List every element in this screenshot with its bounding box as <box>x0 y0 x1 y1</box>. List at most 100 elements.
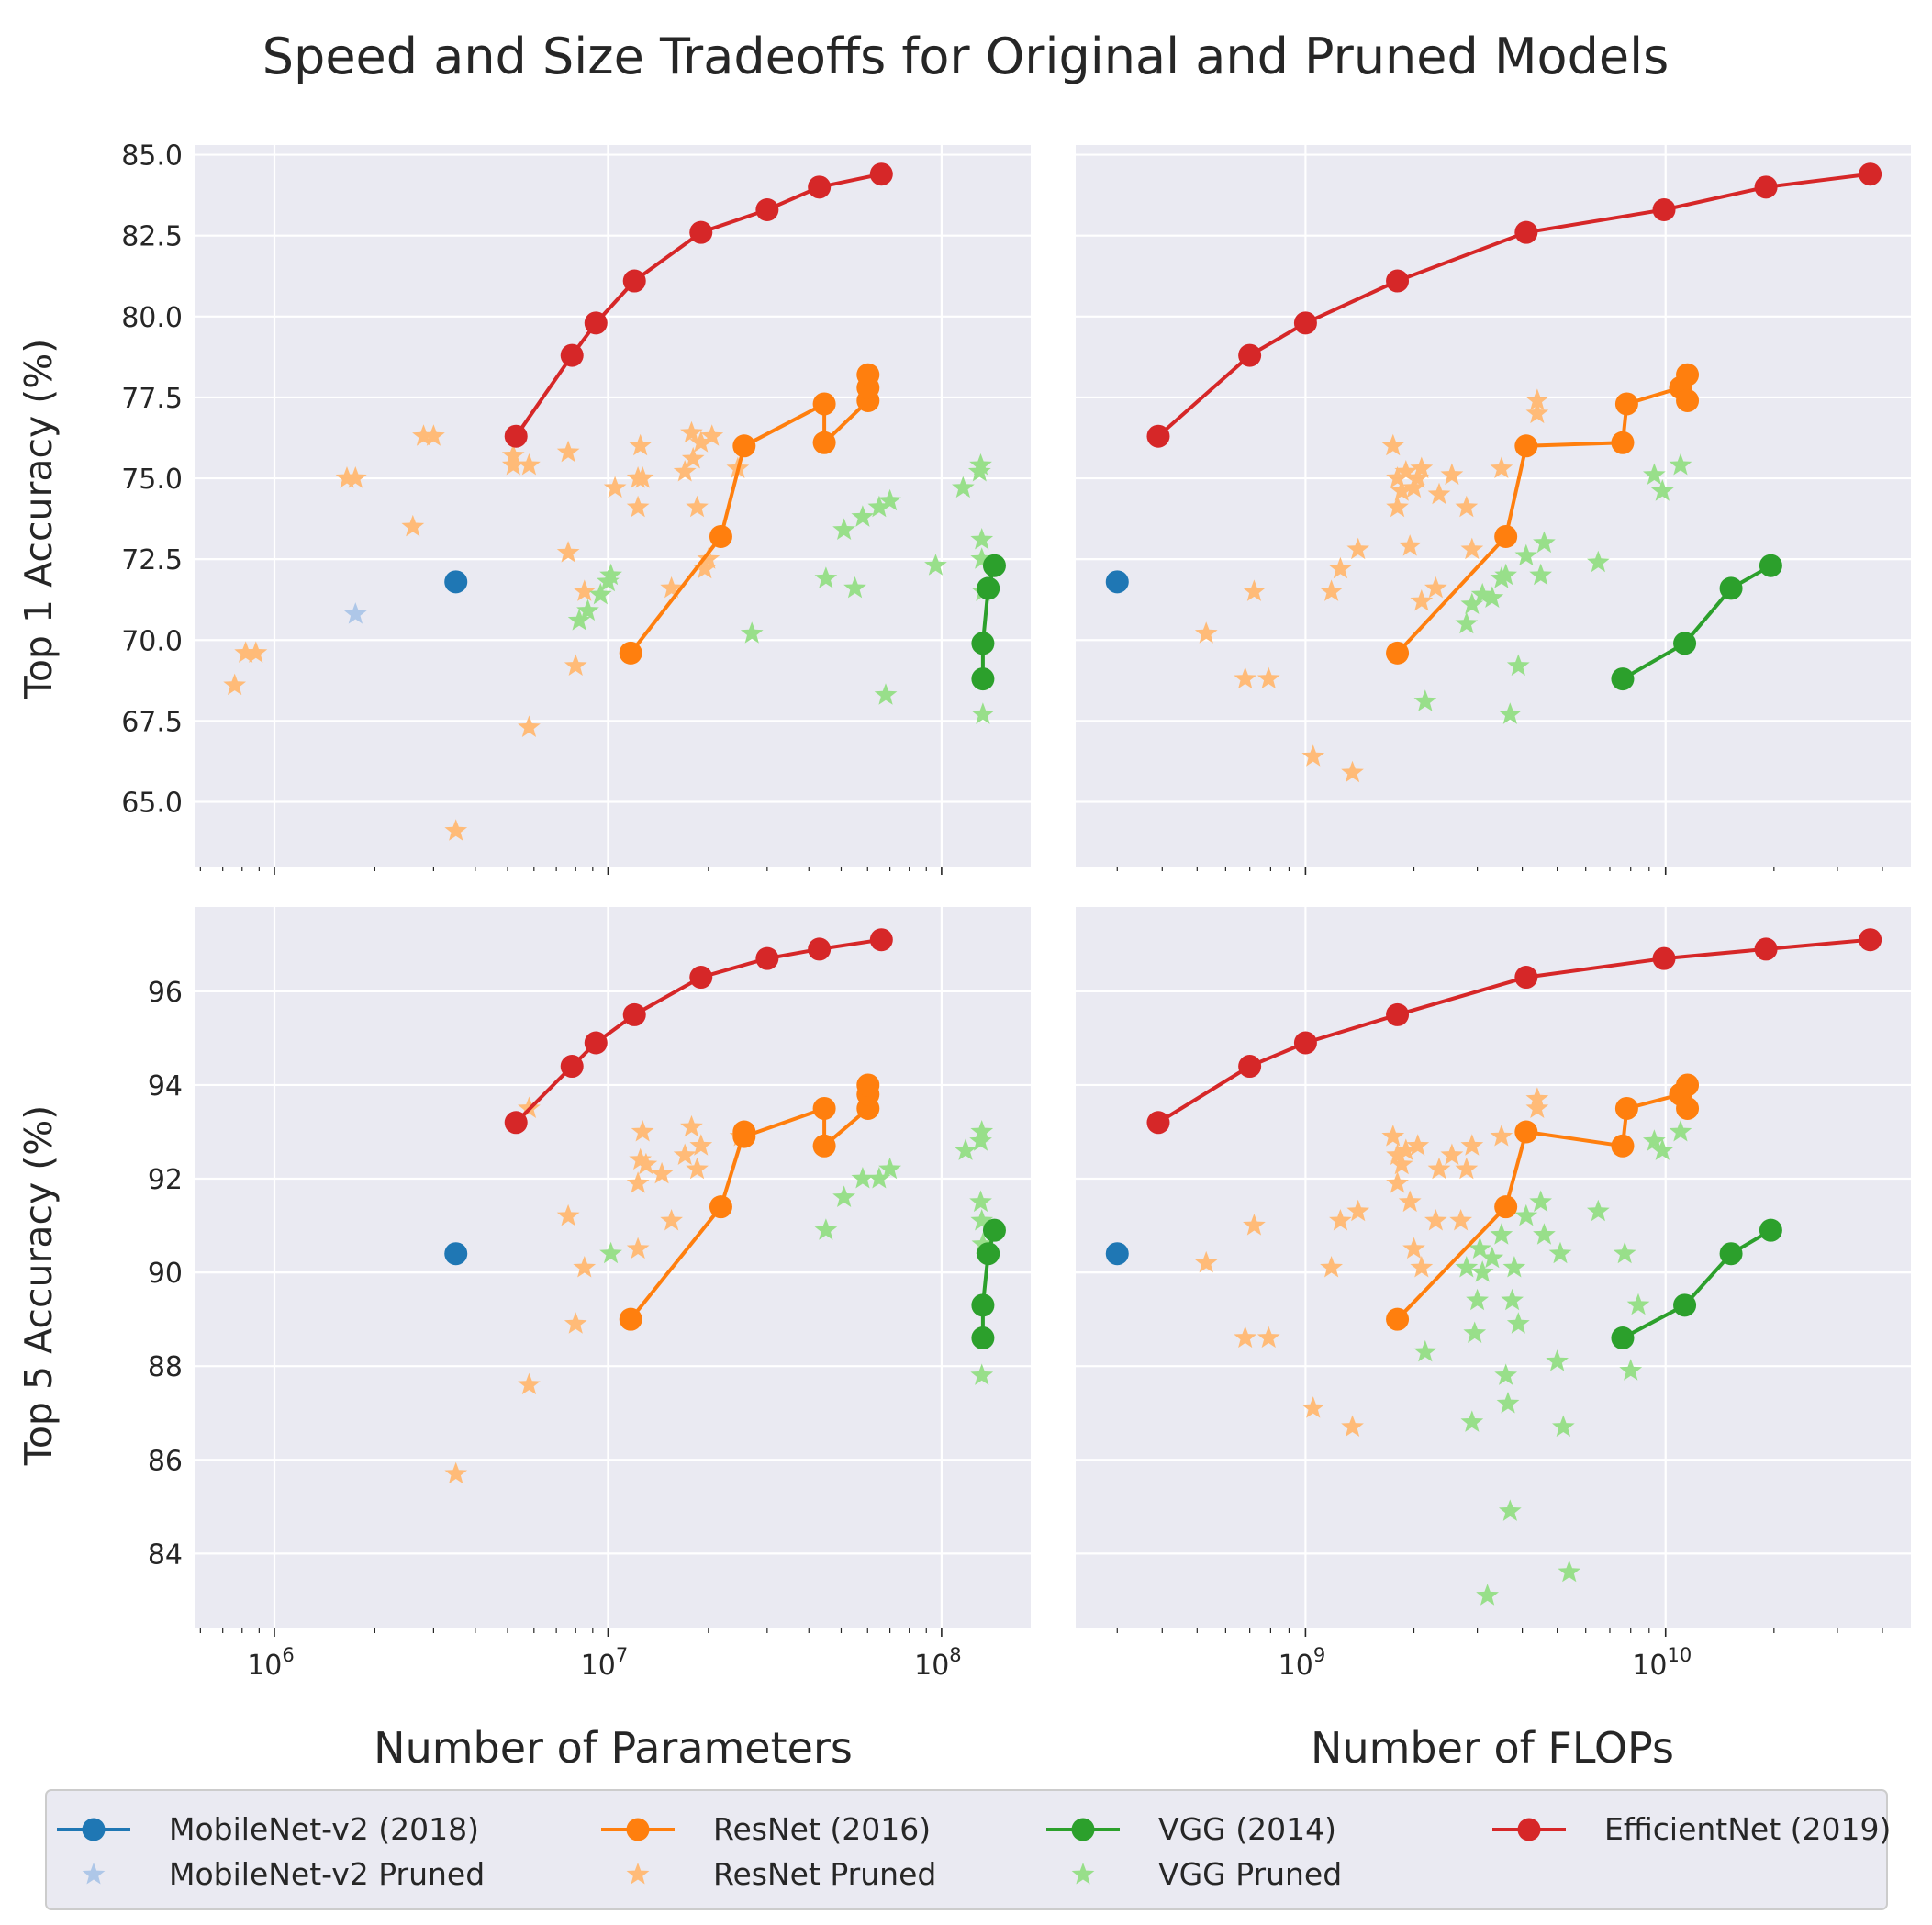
pruned-star-point <box>344 466 367 488</box>
series-marks <box>444 928 1006 1484</box>
pruned-star-point <box>1386 1143 1409 1165</box>
pruned-star-point <box>1398 1190 1422 1213</box>
series-point <box>808 937 832 961</box>
pruned-star-point <box>1626 1293 1650 1315</box>
x-axis-label-left: Number of Parameters <box>374 1723 853 1773</box>
series-point <box>1105 570 1129 594</box>
pruned-star-point <box>1613 1241 1636 1264</box>
y-tick-label: 96 <box>148 977 183 1009</box>
pruned-star-point <box>969 1129 992 1151</box>
pruned-star-point <box>244 641 268 663</box>
pruned-star-point <box>444 819 468 841</box>
series-point <box>1611 1326 1635 1350</box>
series-point <box>1386 1307 1410 1331</box>
series-point <box>560 1055 584 1079</box>
pruned-star-point <box>1501 1288 1524 1311</box>
series-point <box>1676 363 1700 386</box>
series-line <box>980 565 997 679</box>
pruned-star-point <box>1402 1237 1425 1259</box>
pruned-star-point <box>1529 563 1552 586</box>
y-tick-label: 75.0 <box>121 464 183 496</box>
pruned-star-point <box>1455 1157 1479 1180</box>
pruned-star-point <box>693 556 717 579</box>
pruned-star-point <box>971 702 995 724</box>
y-tick-label: 86 <box>148 1445 183 1477</box>
series-point <box>1611 1134 1635 1158</box>
series-point <box>1759 554 1782 577</box>
legend-item: ResNet Pruned <box>626 1856 936 1892</box>
pruned-star-point <box>1514 543 1538 566</box>
legend-item: MobileNet-v2 Pruned <box>82 1856 485 1892</box>
pruned-star-point <box>1386 495 1409 518</box>
legend-label: ResNet (2016) <box>713 1811 931 1847</box>
pruned-star-point <box>412 424 435 446</box>
pruned-star-point <box>556 440 580 463</box>
y-tick-label: 72.5 <box>121 544 183 576</box>
pruned-star-point <box>1440 1143 1464 1165</box>
pruned-star-point <box>1460 1410 1484 1432</box>
pruned-star-point <box>851 505 875 527</box>
series-point <box>1719 576 1743 600</box>
legend-star-swatch <box>82 1863 106 1885</box>
pruned-star-point <box>1427 482 1451 505</box>
pruned-star-point <box>1234 1326 1257 1349</box>
pruned-star-point <box>1381 1125 1405 1147</box>
series-point <box>584 1031 608 1055</box>
legend-item: ResNet (2016) <box>601 1811 931 1847</box>
pruned-star-point <box>1329 556 1352 579</box>
y-axis-label-bottom: Top 5 Accuracy (%) <box>17 1105 61 1467</box>
legend-star-swatch <box>1071 1863 1095 1885</box>
pruned-star-point <box>576 599 599 621</box>
pruned-star-point <box>1548 1241 1572 1264</box>
y-tick-label: 84 <box>148 1539 183 1571</box>
pruned-star-point <box>1546 1349 1569 1371</box>
x-tick-label: 108 <box>914 1644 962 1682</box>
pruned-star-point <box>1587 1199 1610 1222</box>
pruned-star-point <box>1341 760 1364 783</box>
pruned-star-point <box>954 1138 977 1160</box>
pruned-star-point <box>1394 460 1418 482</box>
pruned-star-point <box>1460 592 1484 614</box>
series-point <box>808 175 832 199</box>
series-point <box>1146 1111 1170 1135</box>
pruned-star-point <box>1480 1246 1504 1269</box>
series-point <box>977 1242 1000 1266</box>
y-tick-label: 82.5 <box>121 221 183 253</box>
x-tick-label: 106 <box>247 1644 295 1682</box>
pruned-star-point <box>1301 744 1325 767</box>
series-point <box>1514 1120 1538 1144</box>
pruned-star-point <box>518 453 541 476</box>
series-point <box>732 434 756 458</box>
series-point <box>1673 632 1697 655</box>
pruned-star-point <box>1558 1560 1581 1583</box>
pruned-star-point <box>1346 1199 1370 1222</box>
pruned-star-point <box>634 1152 658 1175</box>
legend-item: MobileNet-v2 (2018) <box>57 1811 479 1847</box>
legend-label: MobileNet-v2 Pruned <box>169 1856 485 1892</box>
series-point <box>1859 162 1882 186</box>
pruned-star-point <box>564 654 587 676</box>
pruned-star-point <box>599 563 622 586</box>
pruned-star-point <box>740 621 764 644</box>
pruned-star-point <box>1533 1223 1556 1245</box>
gridlines <box>195 145 1031 875</box>
pruned-star-point <box>556 1203 580 1226</box>
series-point <box>1614 1096 1638 1120</box>
pruned-star-point <box>673 460 697 482</box>
pruned-star-point <box>1410 1256 1434 1278</box>
pruned-star-point <box>1499 1499 1522 1521</box>
pruned-star-point <box>1460 537 1484 560</box>
series-marks <box>1105 928 1882 1606</box>
series-point <box>1105 1242 1129 1266</box>
pruned-star-point <box>1386 1171 1409 1193</box>
pruned-star-point <box>832 518 855 540</box>
pruned-star-point <box>518 1372 541 1395</box>
pruned-star-point <box>867 495 891 518</box>
y-tick-label: 94 <box>148 1070 183 1102</box>
pruned-star-point <box>1470 582 1494 605</box>
pruned-star-point <box>1525 401 1549 424</box>
x-axis-label-right: Number of FLOPs <box>1311 1723 1674 1773</box>
panel-top-left: 65.0 67.5 70.0 72.5 75.0 77.5 80.0 82.5 85.0 <box>121 140 1031 875</box>
pruned-star-point <box>1455 1256 1479 1278</box>
